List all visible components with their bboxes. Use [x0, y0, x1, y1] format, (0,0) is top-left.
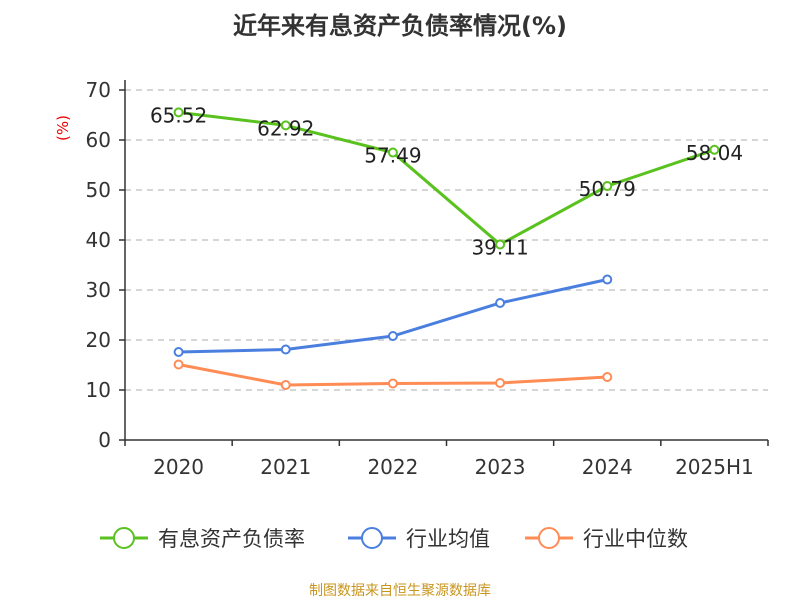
data-label: 39.11 — [471, 235, 528, 259]
data-point — [602, 274, 613, 285]
data-point — [602, 181, 613, 192]
legend-label: 行业中位数 — [583, 527, 688, 551]
data-label: 65.52 — [150, 103, 207, 127]
x-tick-label: 2025H1 — [675, 455, 754, 479]
data-point — [173, 359, 184, 370]
data-point — [495, 298, 506, 308]
y-tick-label: 40 — [86, 228, 111, 252]
data-label: 58.04 — [686, 141, 743, 165]
y-tick-label: 10 — [86, 378, 111, 402]
series-line-0 — [178, 110, 715, 247]
y-tick-label: 0 — [98, 428, 111, 452]
legend-marker — [538, 527, 560, 549]
x-tick-label: 2021 — [260, 455, 311, 479]
legend-marker — [361, 527, 383, 549]
data-point — [173, 107, 184, 118]
y-axis-label: (%) — [54, 115, 72, 141]
y-tick-label: 60 — [86, 128, 111, 152]
y-tick-label: 30 — [86, 278, 111, 302]
x-tick-label: 2024 — [582, 455, 633, 479]
legend-label: 有息资产负债率 — [158, 527, 305, 551]
data-point — [173, 347, 184, 357]
source-note: 制图数据来自恒生聚源数据库 — [309, 583, 491, 599]
data-point — [280, 344, 291, 355]
legend-label: 行业均值 — [406, 527, 490, 551]
data-point — [495, 378, 506, 388]
data-point — [602, 372, 613, 382]
data-point — [387, 378, 398, 389]
data-point — [387, 147, 398, 158]
y-tick-label: 20 — [86, 328, 111, 352]
legend-marker — [113, 527, 135, 549]
data-label: 57.49 — [364, 144, 421, 168]
data-point — [495, 239, 506, 250]
chart-title: 近年来有息资产负债率情况(%) — [233, 12, 567, 40]
y-tick-label: 70 — [86, 78, 111, 102]
x-tick-label: 2023 — [475, 455, 526, 479]
data-point — [280, 120, 291, 131]
data-label: 50.79 — [579, 177, 636, 201]
data-label: 62.92 — [257, 116, 314, 140]
data-point — [387, 331, 398, 341]
x-tick-label: 2020 — [153, 455, 204, 479]
data-point — [280, 380, 291, 390]
data-point — [709, 144, 720, 155]
x-tick-label: 2022 — [367, 455, 418, 479]
y-tick-label: 50 — [86, 178, 111, 202]
